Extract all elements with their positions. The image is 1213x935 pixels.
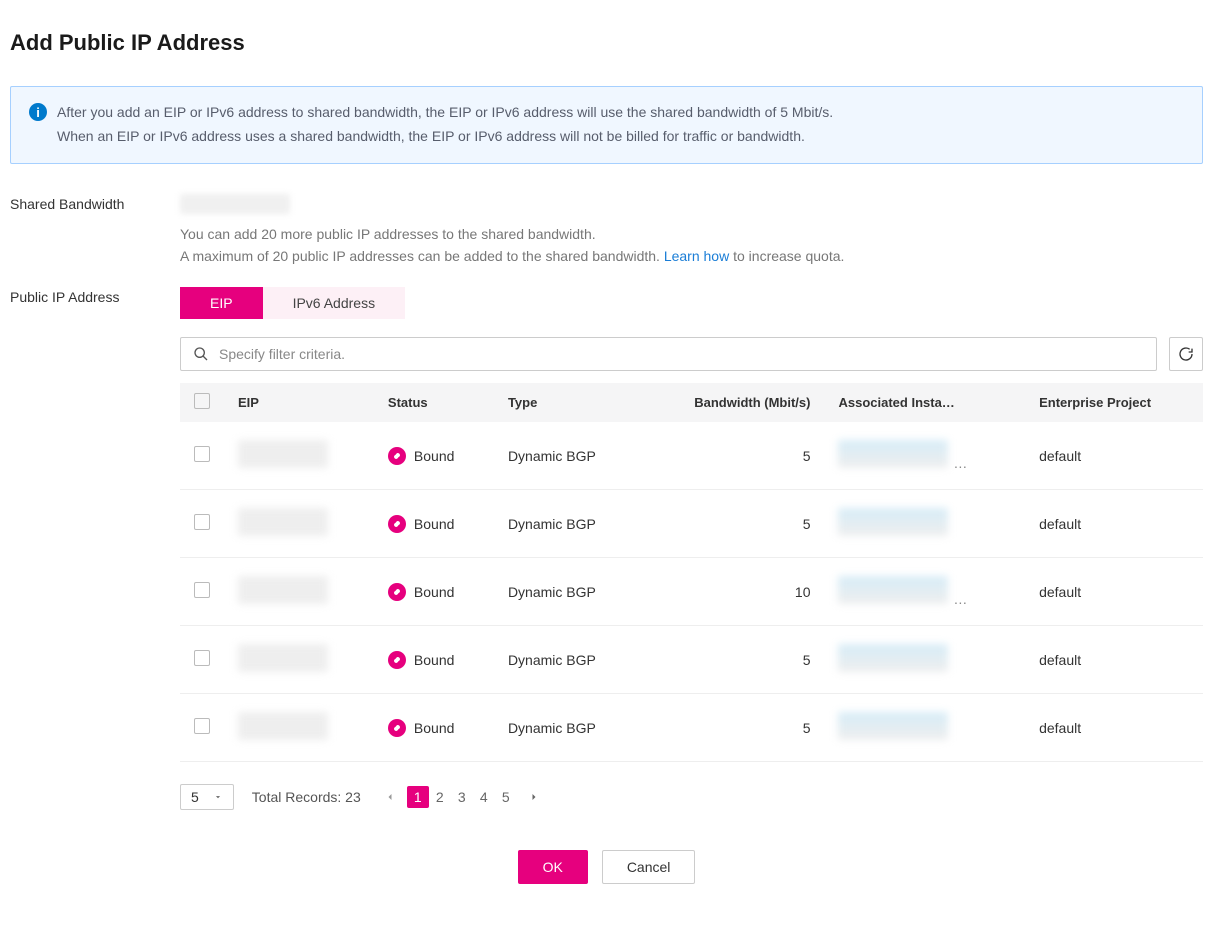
help-line-2: A maximum of 20 public IP addresses can … [180,245,1203,267]
bound-status-icon [388,583,406,601]
eip-value [238,440,328,468]
shared-bandwidth-row: Shared Bandwidth You can add 20 more pub… [10,194,1203,268]
project-cell: default [1025,558,1203,626]
total-records: Total Records: 23 [252,789,361,805]
cancel-button[interactable]: Cancel [602,850,696,884]
search-icon [193,346,209,362]
shared-bandwidth-value [180,194,290,214]
row-checkbox[interactable] [194,582,210,598]
pager: 12345 [379,786,545,808]
shared-bandwidth-help: You can add 20 more public IP addresses … [180,223,1203,268]
bound-status-icon [388,719,406,737]
refresh-button[interactable] [1169,337,1203,371]
tab-eip[interactable]: EIP [180,287,263,319]
pagination: 5 Total Records: 23 12345 [180,784,1203,810]
type-cell: Dynamic BGP [494,422,641,490]
pager-prev[interactable] [379,786,401,808]
info-line-2: When an EIP or IPv6 address uses a share… [57,125,833,149]
pager-page[interactable]: 4 [473,786,495,808]
page-title: Add Public IP Address [10,30,1203,56]
pager-next[interactable] [523,786,545,808]
row-checkbox[interactable] [194,650,210,666]
col-eip: EIP [224,383,374,422]
project-cell: default [1025,422,1203,490]
status-text: Bound [414,448,454,464]
table-row: Bound Dynamic BGP 5 default [180,490,1203,558]
type-cell: Dynamic BGP [494,490,641,558]
info-icon: i [29,103,47,121]
instance-value [838,440,948,468]
instance-value [838,712,948,740]
bandwidth-cell: 5 [641,422,824,490]
type-cell: Dynamic BGP [494,558,641,626]
public-ip-label: Public IP Address [10,287,180,305]
bound-status-icon [388,447,406,465]
chevron-down-icon [213,792,223,802]
eip-value [238,644,328,672]
refresh-icon [1178,346,1194,362]
type-cell: Dynamic BGP [494,694,641,762]
learn-how-link[interactable]: Learn how [664,248,729,264]
eip-value [238,712,328,740]
instance-value [838,644,948,672]
footer-buttons: OK Cancel [10,850,1203,884]
help-line-1: You can add 20 more public IP addresses … [180,223,1203,245]
row-checkbox[interactable] [194,718,210,734]
col-status: Status [374,383,494,422]
tab-ipv6[interactable]: IPv6 Address [263,287,406,319]
eip-value [238,508,328,536]
table-row: Bound Dynamic BGP 5 default [180,694,1203,762]
table-row: Bound Dynamic BGP 5 … default [180,422,1203,490]
col-bandwidth: Bandwidth (Mbit/s) [641,383,824,422]
table-row: Bound Dynamic BGP 5 default [180,626,1203,694]
ip-type-tabs: EIP IPv6 Address [180,287,1203,319]
page-size-select[interactable]: 5 [180,784,234,810]
row-checkbox[interactable] [194,514,210,530]
ok-button[interactable]: OK [518,850,588,884]
status-text: Bound [414,584,454,600]
help-2a: A maximum of 20 public IP addresses can … [180,248,664,264]
ellipsis-icon: … [948,455,968,471]
info-text: After you add an EIP or IPv6 address to … [57,101,833,149]
pager-page[interactable]: 2 [429,786,451,808]
ellipsis-icon: … [948,591,968,607]
project-cell: default [1025,694,1203,762]
shared-bandwidth-label: Shared Bandwidth [10,194,180,212]
instance-value [838,508,948,536]
project-cell: default [1025,626,1203,694]
col-project: Enterprise Project [1025,383,1203,422]
type-cell: Dynamic BGP [494,626,641,694]
select-all-checkbox[interactable] [194,393,210,409]
chevron-right-icon [528,791,540,803]
search-box[interactable] [180,337,1157,371]
col-type: Type [494,383,641,422]
public-ip-row: Public IP Address EIP IPv6 Address EIP S… [10,287,1203,810]
bandwidth-cell: 5 [641,490,824,558]
chevron-left-icon [384,791,396,803]
row-checkbox[interactable] [194,446,210,462]
bound-status-icon [388,651,406,669]
info-line-1: After you add an EIP or IPv6 address to … [57,101,833,125]
project-cell: default [1025,490,1203,558]
status-text: Bound [414,720,454,736]
help-2b: to increase quota. [729,248,844,264]
pager-page[interactable]: 3 [451,786,473,808]
bound-status-icon [388,515,406,533]
eip-value [238,576,328,604]
col-instance: Associated Insta… [824,383,1025,422]
table-row: Bound Dynamic BGP 10 … default [180,558,1203,626]
bandwidth-cell: 10 [641,558,824,626]
eip-table: EIP Status Type Bandwidth (Mbit/s) Assoc… [180,383,1203,762]
bandwidth-cell: 5 [641,694,824,762]
pager-page[interactable]: 1 [407,786,429,808]
pager-page[interactable]: 5 [495,786,517,808]
info-banner: i After you add an EIP or IPv6 address t… [10,86,1203,164]
search-input[interactable] [219,346,1144,362]
status-text: Bound [414,652,454,668]
page-size-value: 5 [191,789,199,805]
bandwidth-cell: 5 [641,626,824,694]
status-text: Bound [414,516,454,532]
instance-value [838,576,948,604]
